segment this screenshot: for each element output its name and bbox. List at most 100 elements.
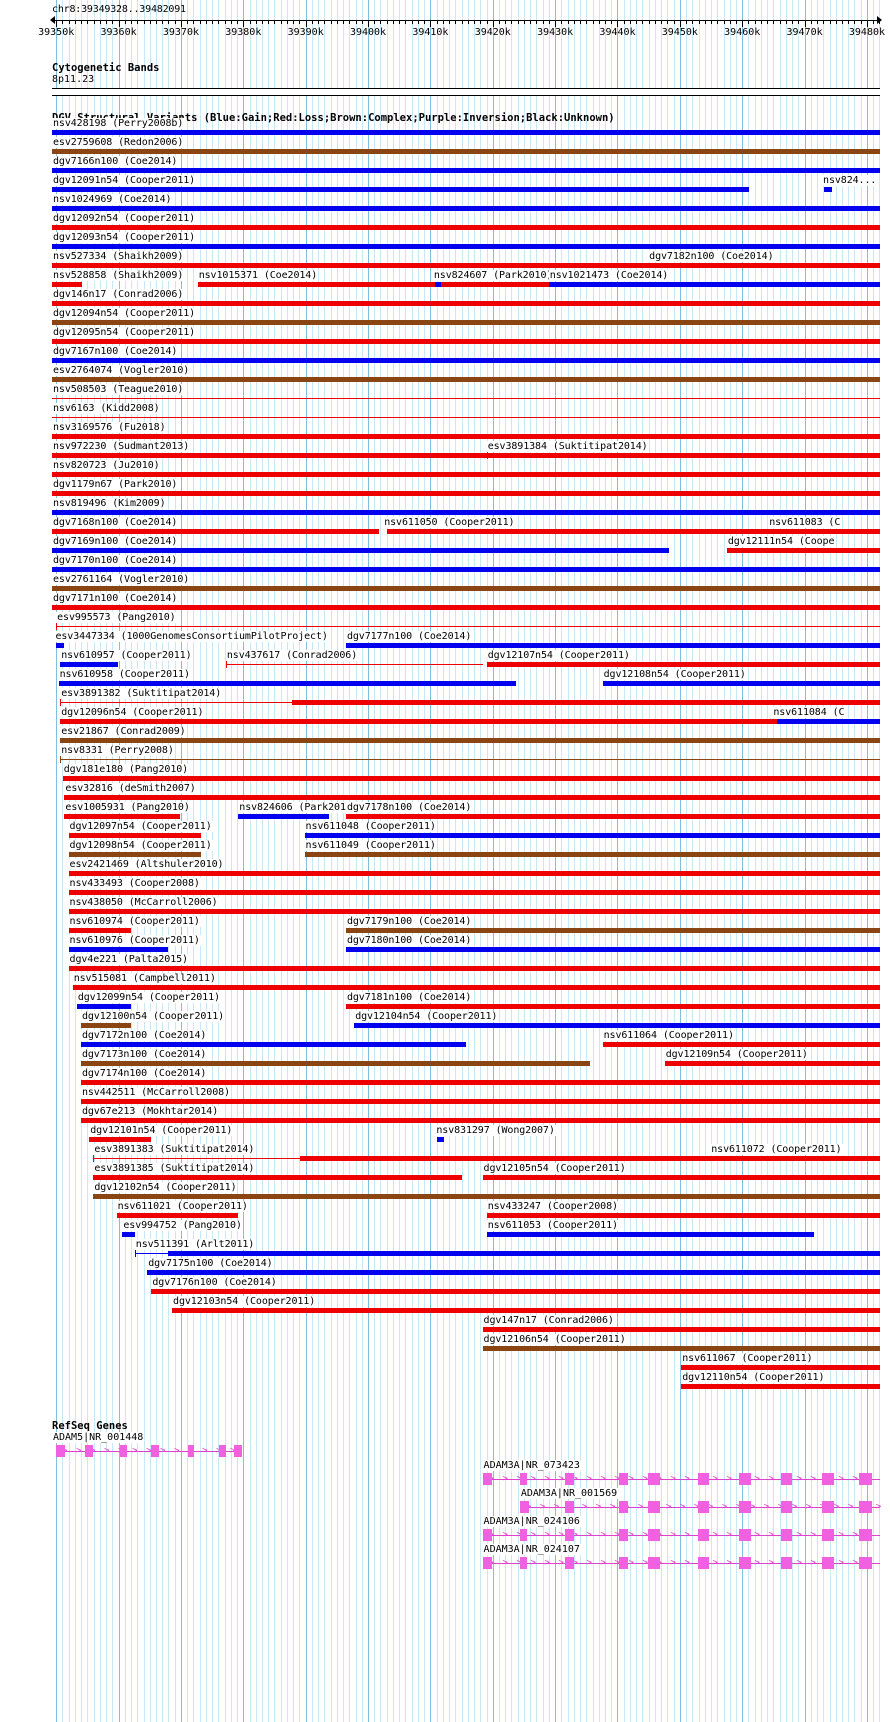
dgv-variant-bar[interactable]	[52, 605, 880, 610]
dgv-variant-label[interactable]: nsv611021 (Cooper2011)	[116, 1201, 249, 1212]
dgv-variant-bar[interactable]	[76, 1004, 131, 1009]
dgv-variant-label[interactable]: esv21867 (Conrad2009)	[60, 726, 187, 737]
dgv-variant-label[interactable]: nsv611050 (Cooper2011)	[383, 517, 516, 528]
refseq-exon[interactable]	[697, 1501, 710, 1513]
dgv-variant-label[interactable]: nsv611049 (Cooper2011)	[304, 840, 437, 851]
dgv-variant-label[interactable]: dgv12101n54 (Cooper2011)	[89, 1125, 234, 1136]
dgv-variant-label[interactable]: nsv433247 (Cooper2008)	[486, 1201, 619, 1212]
refseq-exon[interactable]	[648, 1529, 660, 1541]
dgv-variant-bar[interactable]	[52, 282, 82, 287]
refseq-exon[interactable]	[822, 1557, 834, 1569]
dgv-variant-label[interactable]: dgv12109n54 (Cooper2011)	[664, 1049, 809, 1060]
dgv-variant-label[interactable]: nsv433493 (Cooper2008)	[68, 878, 201, 889]
dgv-variant-label[interactable]: dgv12104n54 (Cooper2011)	[354, 1011, 499, 1022]
refseq-exon[interactable]	[822, 1529, 834, 1541]
refseq-exon[interactable]	[187, 1445, 195, 1457]
dgv-variant-bar[interactable]	[345, 947, 880, 952]
dgv-variant-label[interactable]: esv995573 (Pang2010)	[56, 612, 177, 623]
refseq-exon[interactable]	[648, 1557, 660, 1569]
refseq-exon[interactable]	[565, 1529, 574, 1541]
dgv-variant-bar[interactable]	[304, 852, 880, 857]
dgv-variant-label[interactable]: dgv12106n54 (Cooper2011)	[482, 1334, 627, 1345]
dgv-variant-bar[interactable]	[116, 1213, 239, 1218]
refseq-exon[interactable]	[565, 1501, 574, 1513]
dgv-variant-label[interactable]: dgv7169n100 (Coe2014)	[52, 536, 179, 547]
refseq-exon[interactable]	[739, 1557, 751, 1569]
dgv-variant-bar[interactable]	[437, 1137, 444, 1142]
dgv-variant-bar[interactable]	[52, 149, 880, 154]
dgv-variant-label[interactable]: dgv7174n100 (Coe2014)	[80, 1068, 208, 1079]
dgv-variant-label[interactable]: dgv1179n67 (Park2010)	[52, 479, 179, 490]
dgv-variant-bar[interactable]	[62, 776, 880, 781]
dgv-variant-label[interactable]: nsv611067 (Cooper2011)	[681, 1353, 814, 1364]
ruler[interactable]: chr8:39349328..39482091 39350k 39360k 3937…	[0, 0, 890, 46]
dgv-variant-bar[interactable]	[80, 1061, 591, 1066]
dgv-variant-label[interactable]: nsv824606 (Park2010)	[238, 802, 359, 813]
dgv-variant-label[interactable]: nsv3169576 (Fu2018)	[52, 422, 167, 433]
dgv-variant-label[interactable]: dgv7171n100 (Coe2014)	[52, 593, 179, 604]
refseq-exon[interactable]	[859, 1473, 872, 1485]
dgv-variant-label[interactable]: nsv6163 (Kidd2008)	[52, 403, 161, 414]
dgv-variant-bar[interactable]	[52, 206, 880, 211]
dgv-variant-label[interactable]: dgv12097n54 (Cooper2011)	[68, 821, 213, 832]
dgv-variant-bar[interactable]	[80, 1099, 880, 1104]
dgv-variant-label[interactable]: nsv511391 (Arlt2011)	[134, 1239, 256, 1250]
dgv-variant-label[interactable]: nsv820723 (Ju2010)	[52, 460, 161, 471]
dgv-variant-bar[interactable]	[300, 1156, 880, 1161]
dgv-variant-bar[interactable]	[167, 1251, 880, 1256]
dgv-variant-label[interactable]: dgv7180n100 (Coe2014)	[345, 935, 473, 946]
dgv-variant-bar[interactable]	[64, 814, 181, 819]
refseq-exon[interactable]	[859, 1529, 872, 1541]
dgv-variant-label[interactable]: nsv611084 (C	[772, 707, 846, 718]
dgv-variant-bar[interactable]	[602, 681, 880, 686]
dgv-variant-label[interactable]: esv2759608 (Redon2006)	[52, 137, 185, 148]
dgv-variant-label[interactable]: nsv831297 (Wong2007)	[435, 1125, 556, 1136]
dgv-variant-label[interactable]: nsv515081 (Campbell2011)	[72, 973, 217, 984]
dgv-variant-bar[interactable]	[56, 643, 65, 648]
dgv-variant-label[interactable]: esv32816 (deSmith2007)	[64, 783, 197, 794]
refseq-exon[interactable]	[780, 1473, 793, 1485]
dgv-variant-bar[interactable]	[60, 738, 880, 743]
dgv-variant-bar[interactable]	[52, 586, 880, 591]
dgv-variant-label[interactable]: dgv7167n100 (Coe2014)	[52, 346, 179, 357]
dgv-variant-bar[interactable]	[52, 187, 750, 192]
dgv-variant-label[interactable]: esv3891383 (Suktitipat2014)	[93, 1144, 256, 1155]
refseq-exon[interactable]	[697, 1473, 710, 1485]
dgv-variant-label[interactable]: dgv12093n54 (Cooper2011)	[52, 232, 197, 243]
dgv-variant-bar[interactable]	[80, 1118, 880, 1123]
dgv-variant-label[interactable]: dgv7181n100 (Coe2014)	[345, 992, 473, 1003]
refseq-exon[interactable]	[85, 1445, 93, 1457]
dgv-variant-label[interactable]: nsv610974 (Cooper2011)	[68, 916, 201, 927]
dgv-variant-bar[interactable]	[172, 1308, 880, 1313]
dgv-variant-label[interactable]: dgv181e180 (Pang2010)	[62, 764, 190, 775]
refseq-exon[interactable]	[619, 1529, 629, 1541]
dgv-variant-bar[interactable]	[681, 1384, 880, 1389]
dgv-variant-label[interactable]: dgv12099n54 (Cooper2011)	[76, 992, 221, 1003]
dgv-variant-bar[interactable]	[602, 1042, 880, 1047]
dgv-variant-label[interactable]: nsv824607 (Park2010)	[432, 270, 554, 281]
refseq-exon[interactable]	[739, 1473, 751, 1485]
refseq-exon[interactable]	[234, 1445, 243, 1457]
dgv-variant-bar[interactable]	[80, 1080, 880, 1085]
dgv-variant-bar[interactable]	[772, 529, 880, 534]
dgv-variant-bar[interactable]	[354, 1023, 880, 1028]
dgv-variant-label[interactable]: nsv611064 (Cooper2011)	[602, 1030, 735, 1041]
dgv-variant-bar[interactable]	[52, 301, 880, 306]
dgv-variant-label[interactable]: dgv12103n54 (Cooper2011)	[172, 1296, 317, 1307]
dgv-variant-label[interactable]: dgv7170n100 (Coe2014)	[52, 555, 179, 566]
dgv-variant-bar[interactable]	[345, 643, 880, 648]
dgv-variant-label[interactable]: nsv610958 (Cooper2011)	[58, 669, 191, 680]
dgv-variant-bar[interactable]	[93, 1175, 462, 1180]
refseq-exon[interactable]	[739, 1529, 751, 1541]
dgv-variant-label[interactable]: nsv972230 (Sudmant2013)	[52, 441, 191, 452]
refseq-exon[interactable]	[519, 1557, 528, 1569]
dgv-variant-label[interactable]: nsv8331 (Perry2008)	[60, 745, 175, 756]
refseq-exon[interactable]	[780, 1529, 793, 1541]
dgv-variant-label[interactable]: dgv7168n100 (Coe2014)	[52, 517, 179, 528]
dgv-variant-label[interactable]: esv2421469 (Altshuler2010)	[68, 859, 225, 870]
refseq-exon[interactable]	[780, 1557, 793, 1569]
dgv-variant-bar[interactable]	[52, 472, 880, 477]
dgv-variant-bar[interactable]	[238, 814, 330, 819]
refseq-exon[interactable]	[697, 1557, 710, 1569]
dgv-variant-bar[interactable]	[147, 1270, 880, 1275]
